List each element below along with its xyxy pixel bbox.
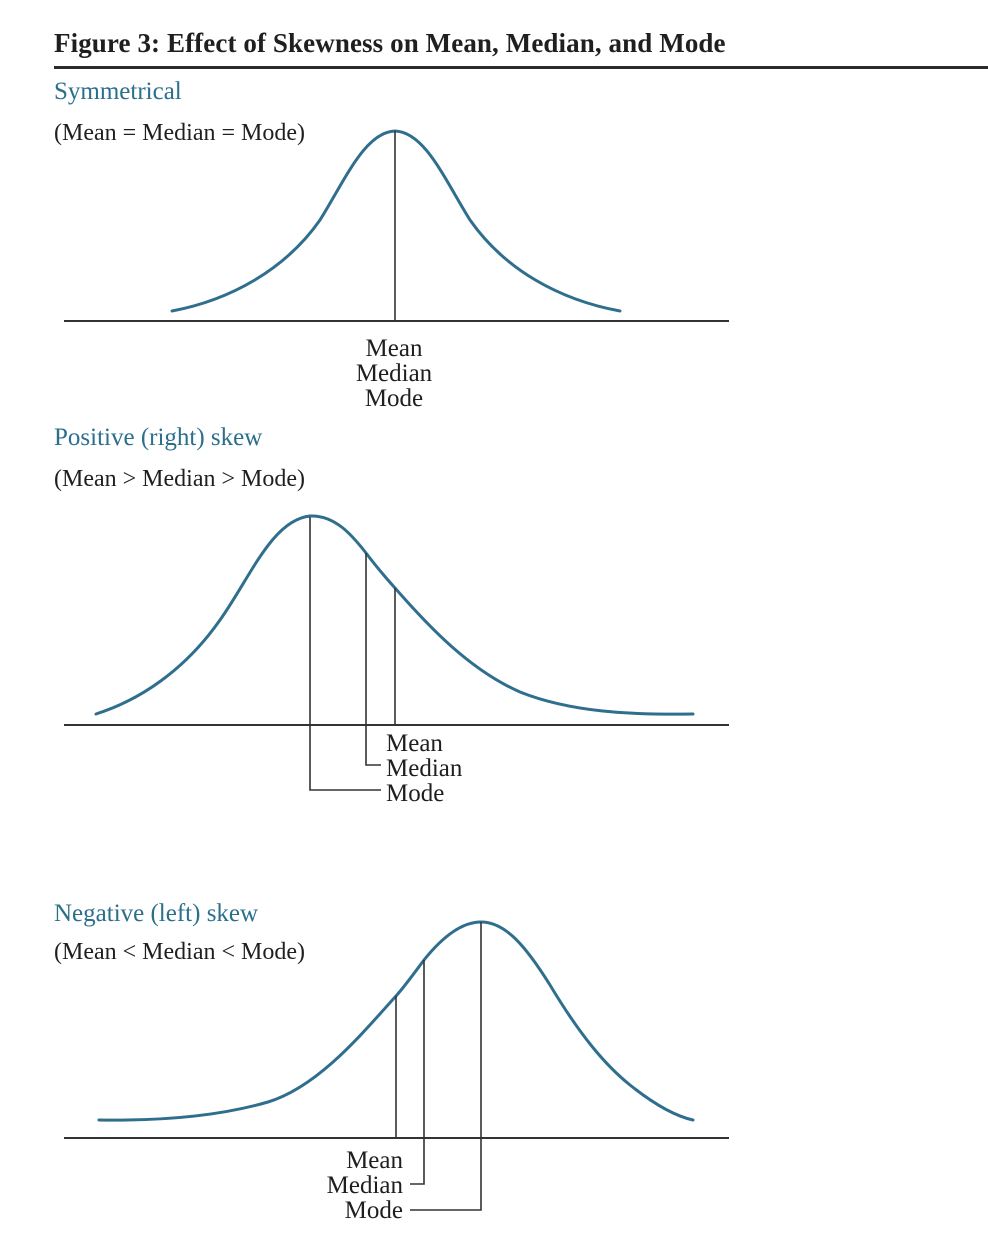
title-rule — [54, 66, 988, 69]
positive-median-line — [365, 553, 381, 766]
positive-mode-label: Mode — [386, 780, 444, 807]
symmetrical-mode-label: Mode — [365, 385, 423, 412]
positive-skew-caption: (Mean > Median > Mode) — [54, 466, 306, 492]
figure-title: Figure 3: Effect of Skewness on Mean, Me… — [54, 28, 726, 58]
positive-mean-label: Mean — [386, 730, 443, 757]
negative-skew-heading: Negative (left) skew — [54, 900, 259, 927]
positive-skew-heading: Positive (right) skew — [54, 424, 263, 451]
positive-skew-panel: Mean Median Mode — [64, 514, 729, 807]
symmetrical-median-label: Median — [356, 360, 433, 387]
negative-mode-label: Mode — [345, 1197, 403, 1224]
symmetrical-heading: Symmetrical — [54, 78, 182, 105]
symmetrical-curve — [170, 129, 622, 313]
positive-median-label: Median — [386, 755, 463, 782]
symmetrical-panel: Mean Median Mode — [64, 129, 729, 412]
positive-mode-line — [309, 517, 381, 791]
negative-median-label: Median — [327, 1172, 404, 1199]
negative-mean-label: Mean — [346, 1147, 403, 1174]
negative-skew-curve — [97, 920, 695, 1122]
negative-skew-panel: Mean Median Mode — [64, 920, 729, 1224]
symmetrical-caption: (Mean = Median = Mode) — [54, 120, 306, 146]
negative-skew-caption: (Mean < Median < Mode) — [54, 939, 306, 965]
negative-mode-line — [410, 922, 482, 1211]
symmetrical-mean-label: Mean — [366, 335, 423, 362]
negative-median-line — [410, 960, 425, 1185]
